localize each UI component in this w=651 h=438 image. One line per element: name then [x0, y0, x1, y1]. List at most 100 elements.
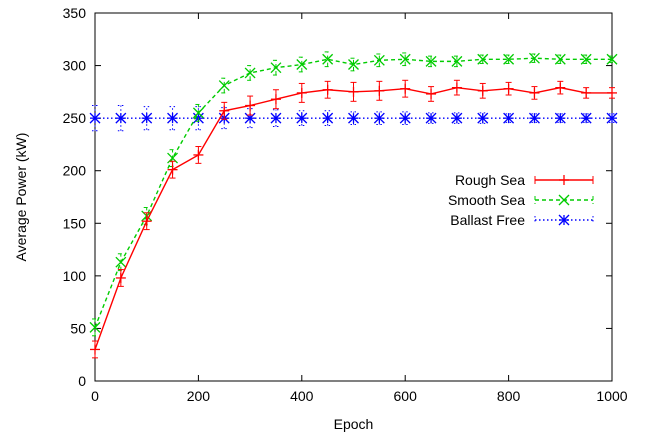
series-line: [94, 57, 612, 328]
data-point: [193, 149, 204, 160]
error-bar: [350, 57, 357, 72]
data-point: [529, 87, 540, 98]
x-tick-label: 600: [394, 388, 418, 404]
data-point: [296, 112, 308, 124]
y-tick-label: 50: [70, 320, 86, 336]
data-point: [167, 112, 179, 124]
data-point: [477, 85, 488, 96]
data-point: [554, 112, 566, 124]
data-point: [581, 87, 592, 98]
data-point: [89, 321, 101, 333]
data-point: [554, 53, 566, 65]
series-rough-sea: [90, 79, 617, 359]
plot-frame: [94, 12, 613, 382]
data-point: [606, 112, 618, 124]
error-bar: [169, 106, 176, 131]
data-point: [400, 83, 411, 94]
data-point: [477, 112, 489, 124]
data-point: [89, 112, 101, 124]
data-point: [373, 112, 385, 124]
data-point: [141, 216, 152, 227]
data-point: [219, 105, 230, 116]
data-point: [348, 112, 359, 124]
data-point: [425, 55, 437, 67]
data-point: [218, 80, 230, 92]
data-point: [270, 62, 282, 74]
data-point: [244, 67, 256, 79]
data-point: [425, 112, 437, 124]
error-bar: [505, 54, 512, 64]
x-tick-label: 1000: [596, 388, 627, 404]
legend-marker: [559, 175, 569, 185]
legend-marker: [558, 214, 570, 226]
x-tick-label: 200: [187, 388, 211, 404]
data-point: [451, 112, 463, 124]
data-point: [296, 87, 307, 98]
error-bar: [402, 52, 409, 67]
series-smooth-sea: [89, 51, 618, 337]
y-tick-label: 100: [63, 268, 87, 284]
error-bar: [531, 53, 538, 63]
data-point: [399, 53, 411, 65]
data-point: [141, 112, 153, 124]
data-point: [115, 256, 127, 268]
data-point: [503, 53, 515, 65]
axes: 0 200 400 600 800 1000 0 50 100 150 200 250 300 350: [63, 5, 628, 404]
data-point: [167, 164, 178, 175]
data-point: [451, 55, 463, 67]
y-tick-label: 350: [63, 5, 87, 21]
data-point: [607, 87, 617, 98]
y-tick-label: 150: [63, 215, 87, 231]
data-point: [451, 82, 462, 93]
data-point: [245, 100, 256, 111]
data-point: [426, 88, 437, 99]
data-point: [580, 53, 592, 65]
data-point: [348, 59, 359, 70]
error-bar: [143, 106, 150, 131]
legend-marker: [558, 194, 570, 206]
x-tick-label: 400: [290, 388, 314, 404]
series-layer: [89, 51, 618, 359]
legend-swatch: [534, 175, 594, 185]
y-tick-label: 200: [63, 163, 87, 179]
legend-label: Smooth Sea: [448, 192, 525, 208]
data-point: [373, 54, 385, 66]
error-bar: [195, 106, 202, 131]
error-bar: [479, 54, 486, 64]
data-point: [528, 112, 540, 124]
data-point: [270, 94, 281, 105]
error-bar: [583, 54, 590, 64]
data-point: [115, 112, 127, 124]
series-ballast-free: [89, 105, 618, 132]
data-point: [374, 85, 385, 96]
y-tick-label: 300: [63, 58, 87, 74]
data-point: [296, 59, 308, 70]
error-bar: [376, 111, 383, 125]
data-point: [322, 112, 334, 124]
data-point: [555, 82, 566, 93]
data-point: [167, 152, 179, 164]
series-line: [94, 86, 612, 350]
error-bar: [428, 55, 435, 68]
x-tick-label: 800: [497, 388, 521, 404]
data-point: [399, 112, 411, 124]
error-bar: [402, 111, 409, 125]
y-axis-label: Average Power (kW): [13, 133, 29, 262]
data-point: [528, 52, 540, 64]
y-tick-label: 250: [63, 110, 87, 126]
error-bar: [221, 107, 228, 130]
data-point: [90, 344, 100, 355]
legend-swatch: [534, 194, 594, 206]
data-point: [270, 112, 282, 124]
data-point: [322, 84, 333, 95]
legend-label: Ballast Free: [450, 212, 525, 228]
data-point: [477, 53, 489, 65]
legend: Rough Sea Smooth Sea Ballast Free: [448, 172, 594, 228]
data-point: [606, 53, 618, 65]
data-point: [503, 83, 514, 94]
error-bar: [557, 54, 564, 64]
data-point: [503, 112, 515, 124]
error-bar: [453, 55, 460, 68]
error-bar: [376, 53, 383, 68]
